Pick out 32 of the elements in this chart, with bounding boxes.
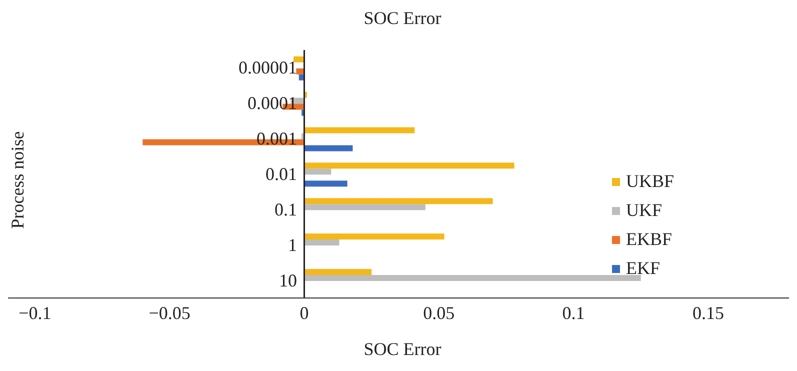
x-tick-label: −0.1	[18, 302, 52, 323]
bar	[304, 274, 641, 281]
bar	[304, 240, 340, 246]
bar	[304, 180, 348, 187]
x-tick-label: −0.05	[148, 302, 190, 323]
x-tick-label: 0.1	[562, 302, 585, 323]
bar	[304, 198, 493, 204]
legend-label: UKF	[626, 200, 662, 221]
legend-label: UKBF	[626, 171, 674, 192]
y-tick-label: 0.01	[266, 164, 297, 184]
y-tick-label: 0.0001	[248, 93, 297, 114]
y-tick-label: 10	[279, 270, 297, 290]
bar	[304, 127, 415, 134]
legend-label: EKF	[626, 258, 660, 279]
x-tick-label: 0	[300, 302, 309, 323]
y-tick-label: 0.1	[274, 199, 297, 220]
bar	[304, 145, 353, 152]
bar	[304, 162, 514, 169]
chart-title: SOC Error	[362, 8, 442, 29]
legend-label: EKBF	[626, 229, 672, 250]
x-axis-title: SOC Error	[362, 339, 442, 360]
bar	[304, 268, 372, 275]
x-tick-label: 0.05	[423, 302, 455, 323]
bar	[304, 204, 426, 210]
y-tick-label: 1	[288, 234, 297, 255]
y-tick-label: 0.00001	[238, 58, 297, 78]
y-axis-title: Process noise	[8, 131, 28, 229]
bar	[304, 168, 332, 175]
bar	[296, 68, 304, 74]
bar	[304, 234, 444, 240]
bar	[293, 56, 304, 62]
x-tick-label: 0.15	[692, 302, 724, 323]
